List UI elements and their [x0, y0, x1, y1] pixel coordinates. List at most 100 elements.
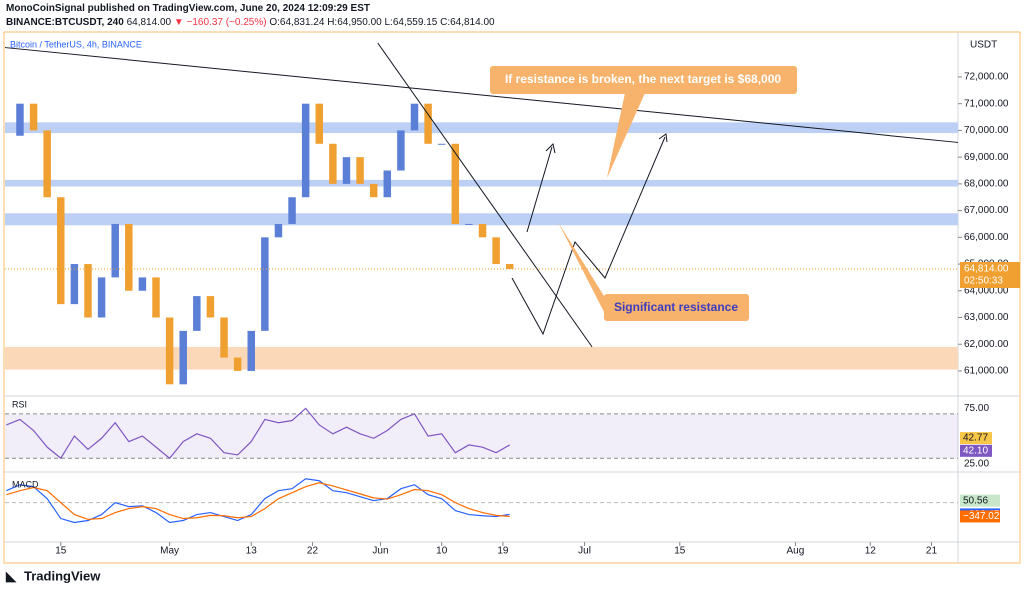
publisher: MonoCoinSignal published on TradingView.… [6, 3, 370, 14]
candle [111, 223, 119, 278]
projection-path [511, 136, 666, 336]
change: ▼ −160.37 (−0.25%) [173, 17, 267, 28]
plot: 72,000.00 71,000.00 70,000.00 69,000.00 68,0… [4, 42, 1020, 557]
candle [70, 264, 79, 305]
callout [604, 294, 749, 321]
hist_last-box [960, 494, 1000, 507]
projection [511, 133, 668, 336]
pane-title: Bitcoin / TetherUS, 4h, BINANCE [10, 39, 142, 49]
x-tick-label: May [160, 546, 179, 557]
callout-tail [607, 93, 645, 178]
x-tick-label: Jun [372, 546, 388, 557]
rsi-tick-label: 75.00 [964, 403, 989, 414]
candle [315, 103, 324, 144]
candle [410, 103, 419, 131]
callout-tail [558, 222, 604, 312]
callout [490, 66, 797, 94]
zone [5, 213, 958, 226]
y-tick-label: 62,000.00 [964, 339, 1009, 350]
symbol-line: BINANCE:BTCUSDT, 240 64,814.00 ▼ −160.37… [6, 17, 495, 28]
zone [5, 346, 958, 370]
callout-text: Significant resistance [614, 300, 738, 314]
candle [179, 330, 187, 385]
x-tick-label: 15 [55, 546, 67, 557]
candle [342, 157, 351, 184]
rsi-line [6, 407, 511, 460]
arrow-head [545, 143, 556, 154]
candle [369, 183, 378, 198]
callout-text: If resistance is broken, the next target… [505, 72, 781, 86]
candle [451, 143, 460, 224]
x-tick-label: 12 [865, 546, 877, 557]
rsi-tick-label: 25.00 [964, 458, 989, 469]
high: H:64,950.00 [327, 17, 382, 28]
candle [437, 143, 446, 145]
zone [5, 122, 958, 134]
candle [152, 277, 160, 318]
trendline [4, 47, 959, 143]
last-price-label: 64,814.00 [964, 264, 1009, 275]
y-tick-label: 64,000.00 [964, 285, 1009, 296]
x-tick-label: 15 [674, 546, 686, 557]
x-tick-label: 10 [436, 546, 448, 557]
y-tick-label: 67,000.00 [964, 205, 1009, 216]
x-tick-label: Aug [787, 546, 805, 557]
y-tick-label: 70,000.00 [964, 125, 1009, 136]
rsi-ma-box [960, 432, 992, 445]
candle [165, 317, 174, 385]
candle [478, 223, 487, 238]
arrow-head [658, 133, 668, 143]
macd-title: MACD [12, 479, 39, 489]
candle [397, 130, 405, 171]
rsi-label: 42.10 [963, 445, 988, 456]
symbol: BINANCE:BTCUSDT, 240 [6, 17, 124, 28]
candle [233, 357, 242, 371]
currency: USDT [970, 40, 997, 51]
x-tick-label: 13 [246, 546, 258, 557]
countdown: 02:50:33 [964, 276, 1003, 287]
logo-mark: ◣ [5, 568, 17, 583]
candle [492, 237, 500, 265]
frame [3, 31, 1021, 564]
y-tick-label: 61,000.00 [964, 366, 1009, 377]
close: C:64,814.00 [440, 17, 495, 28]
y-tick-label: 68,000.00 [964, 179, 1009, 190]
rsi-band [5, 413, 958, 459]
x-tick-label: 22 [307, 546, 319, 557]
last-price-box [960, 262, 1020, 289]
candle [16, 103, 24, 136]
candle [261, 237, 269, 331]
candle [505, 264, 514, 270]
candle [465, 223, 473, 225]
candle [329, 143, 337, 184]
candle [383, 170, 392, 198]
projection-path [526, 146, 553, 233]
candle [220, 317, 228, 358]
hist_last-label: 50.56 [963, 495, 988, 506]
rsi-box [960, 444, 992, 457]
candle [206, 296, 215, 318]
signal-line [6, 482, 510, 520]
zone [5, 179, 958, 187]
candle [57, 197, 65, 305]
signal_last-label: −347.02 [963, 511, 1000, 522]
y-tick-label: 66,000.00 [964, 232, 1009, 243]
candle [274, 223, 283, 238]
y-tick-label: 63,000.00 [964, 312, 1009, 323]
candle [288, 197, 296, 224]
x-tick-label: 21 [926, 546, 938, 557]
x-tick-label: Jul [578, 546, 591, 557]
candle [138, 277, 147, 291]
rsi-title: RSI [12, 399, 27, 409]
x-tick-label: 19 [497, 546, 509, 557]
rsi-ma-label: 42.77 [963, 433, 988, 444]
candle [84, 264, 92, 318]
footer-logo: TradingView [24, 568, 101, 583]
candle [356, 157, 364, 184]
candle [247, 330, 255, 371]
open: O:64,831.24 [269, 17, 325, 28]
y-tick-label: 71,000.00 [964, 98, 1009, 109]
last: 64,814.00 [126, 17, 172, 28]
